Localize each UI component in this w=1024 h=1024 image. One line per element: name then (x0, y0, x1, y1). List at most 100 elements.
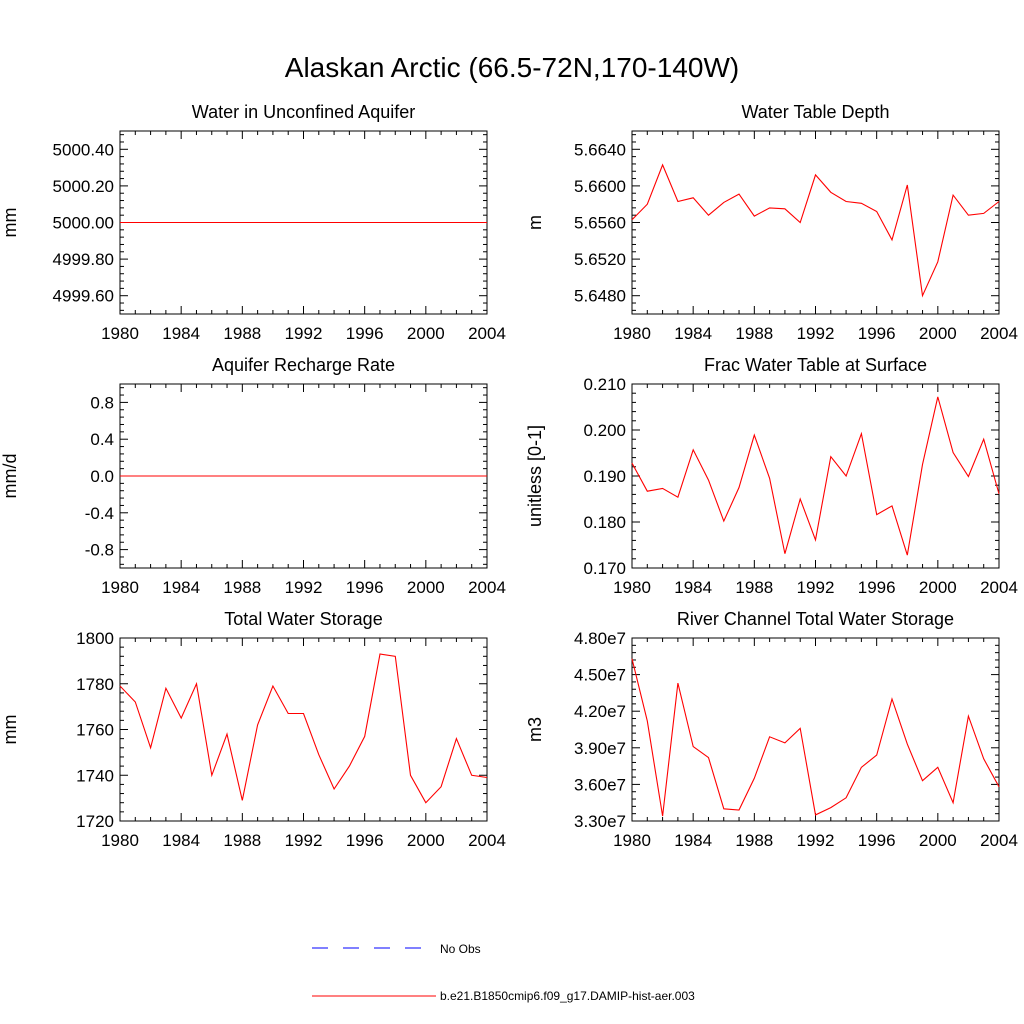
panel-5: Total Water Storage 1980 1984 1988 1992 1996 2… (0, 609, 506, 850)
plot-frame (631, 130, 1000, 315)
y-tick-label: 0.180 (583, 513, 626, 532)
y-tick-label: 0.200 (583, 421, 626, 440)
x-tick-label: 1996 (346, 324, 384, 343)
y-axis-label: m (525, 215, 545, 230)
x-tick-label: 1980 (101, 578, 139, 597)
x-tick-label: 1988 (223, 831, 261, 850)
x-tick-label: 1988 (735, 578, 773, 597)
x-tick-label: 2000 (407, 831, 445, 850)
series-line (631, 396, 1000, 556)
figure-title: Alaskan Arctic (66.5-72N,170-140W) (284, 52, 740, 83)
y-tick-label: 0.210 (583, 375, 626, 394)
panel-title: Frac Water Table at Surface (704, 355, 927, 375)
x-tick-label: 2004 (980, 578, 1018, 597)
y-tick-label: 0.8 (90, 393, 114, 412)
y-tick-label: 4999.60 (53, 287, 114, 306)
panel-6: River Channel Total Water Storage 1980 198… (525, 609, 1018, 850)
y-tick-label: 4.50e7 (574, 666, 626, 685)
y-tick-label: 1760 (76, 721, 114, 740)
panel-3: Aquifer Recharge Rate 1980 1984 1988 1992 199… (0, 355, 506, 597)
y-axis-label: mm (0, 715, 20, 745)
y-tick-label: 5.6600 (574, 177, 626, 196)
y-tick-label: 0.4 (90, 430, 114, 449)
x-tick-label: 1984 (162, 578, 200, 597)
y-axis-label: mm (0, 208, 20, 238)
x-tick-label: 1984 (674, 578, 712, 597)
x-tick-label: 2004 (980, 831, 1018, 850)
x-tick-label: 1980 (613, 324, 651, 343)
panel-2: Water Table Depth 1980 1984 1988 1992 1996 200… (525, 102, 1018, 343)
x-tick-label: 1984 (162, 324, 200, 343)
legend-label-no-obs: No Obs (440, 942, 481, 956)
y-tick-label: 3.60e7 (574, 775, 626, 794)
x-tick-label: 1996 (858, 578, 896, 597)
x-tick-label: 1980 (101, 324, 139, 343)
x-tick-label: 1980 (613, 831, 651, 850)
series-line (119, 653, 488, 804)
y-tick-label: 3.30e7 (574, 812, 626, 831)
y-tick-label: 0.0 (90, 467, 114, 486)
x-tick-label: 1988 (223, 324, 261, 343)
x-tick-label: 1992 (797, 324, 835, 343)
x-tick-label: 1980 (613, 578, 651, 597)
x-tick-label: 1996 (858, 324, 896, 343)
panel-1: Water in Unconfined Aquifer 1980 1984 1988 1… (0, 102, 506, 343)
panel-title: Aquifer Recharge Rate (212, 355, 395, 375)
panel-title: Water in Unconfined Aquifer (192, 102, 415, 122)
legend: No Obs b.e21.B1850cmip6.f09_g17.DAMIP-his… (312, 942, 695, 1003)
y-axis-label: mm/d (0, 454, 20, 499)
y-tick-label: 4999.80 (53, 250, 114, 269)
y-axis-label: unitless [0-1] (525, 425, 545, 527)
x-tick-label: 1996 (346, 578, 384, 597)
y-tick-label: 1720 (76, 812, 114, 831)
panel-title: River Channel Total Water Storage (677, 609, 954, 629)
x-tick-label: 1992 (285, 831, 323, 850)
x-tick-label: 1984 (162, 831, 200, 850)
y-tick-label: 5.6480 (574, 287, 626, 306)
series-line (631, 658, 1000, 817)
x-tick-label: 1980 (101, 831, 139, 850)
x-tick-label: 1992 (285, 578, 323, 597)
x-tick-label: 1984 (674, 831, 712, 850)
y-tick-label: 5.6520 (574, 250, 626, 269)
y-tick-label: 4.20e7 (574, 702, 626, 721)
y-tick-label: 1740 (76, 766, 114, 785)
series-line (631, 163, 1000, 298)
x-tick-label: 1988 (735, 831, 773, 850)
y-tick-label: 1780 (76, 675, 114, 694)
y-tick-label: 4.80e7 (574, 629, 626, 648)
x-tick-label: 1992 (797, 831, 835, 850)
y-tick-label: 5.6560 (574, 214, 626, 233)
x-tick-label: 2004 (468, 324, 506, 343)
x-tick-label: 1992 (285, 324, 323, 343)
y-tick-label: 0.190 (583, 467, 626, 486)
panel-4: Frac Water Table at Surface 1980 1984 1988 1… (525, 355, 1018, 597)
y-tick-label: 0.170 (583, 559, 626, 578)
x-tick-label: 2000 (919, 578, 957, 597)
x-tick-label: 2000 (407, 578, 445, 597)
plot-frame (631, 637, 1000, 822)
y-axis-label: m3 (525, 717, 545, 742)
x-tick-label: 2004 (468, 578, 506, 597)
x-tick-label: 1996 (858, 831, 896, 850)
y-tick-label: -0.4 (85, 504, 114, 523)
x-tick-label: 1992 (797, 578, 835, 597)
x-tick-label: 2000 (919, 831, 957, 850)
y-tick-label: 1800 (76, 629, 114, 648)
y-tick-label: 5.6640 (574, 140, 626, 159)
panel-title: Total Water Storage (224, 609, 382, 629)
x-tick-label: 2000 (407, 324, 445, 343)
y-tick-label: 3.90e7 (574, 739, 626, 758)
y-tick-label: 5000.00 (53, 214, 114, 233)
y-tick-label: 5000.40 (53, 140, 114, 159)
x-tick-label: 2000 (919, 324, 957, 343)
x-tick-label: 1988 (223, 578, 261, 597)
y-tick-label: 5000.20 (53, 177, 114, 196)
x-tick-label: 2004 (980, 324, 1018, 343)
y-tick-label: -0.8 (85, 541, 114, 560)
plot-frame (119, 637, 488, 822)
panel-title: Water Table Depth (741, 102, 889, 122)
x-tick-label: 2004 (468, 831, 506, 850)
x-tick-label: 1996 (346, 831, 384, 850)
